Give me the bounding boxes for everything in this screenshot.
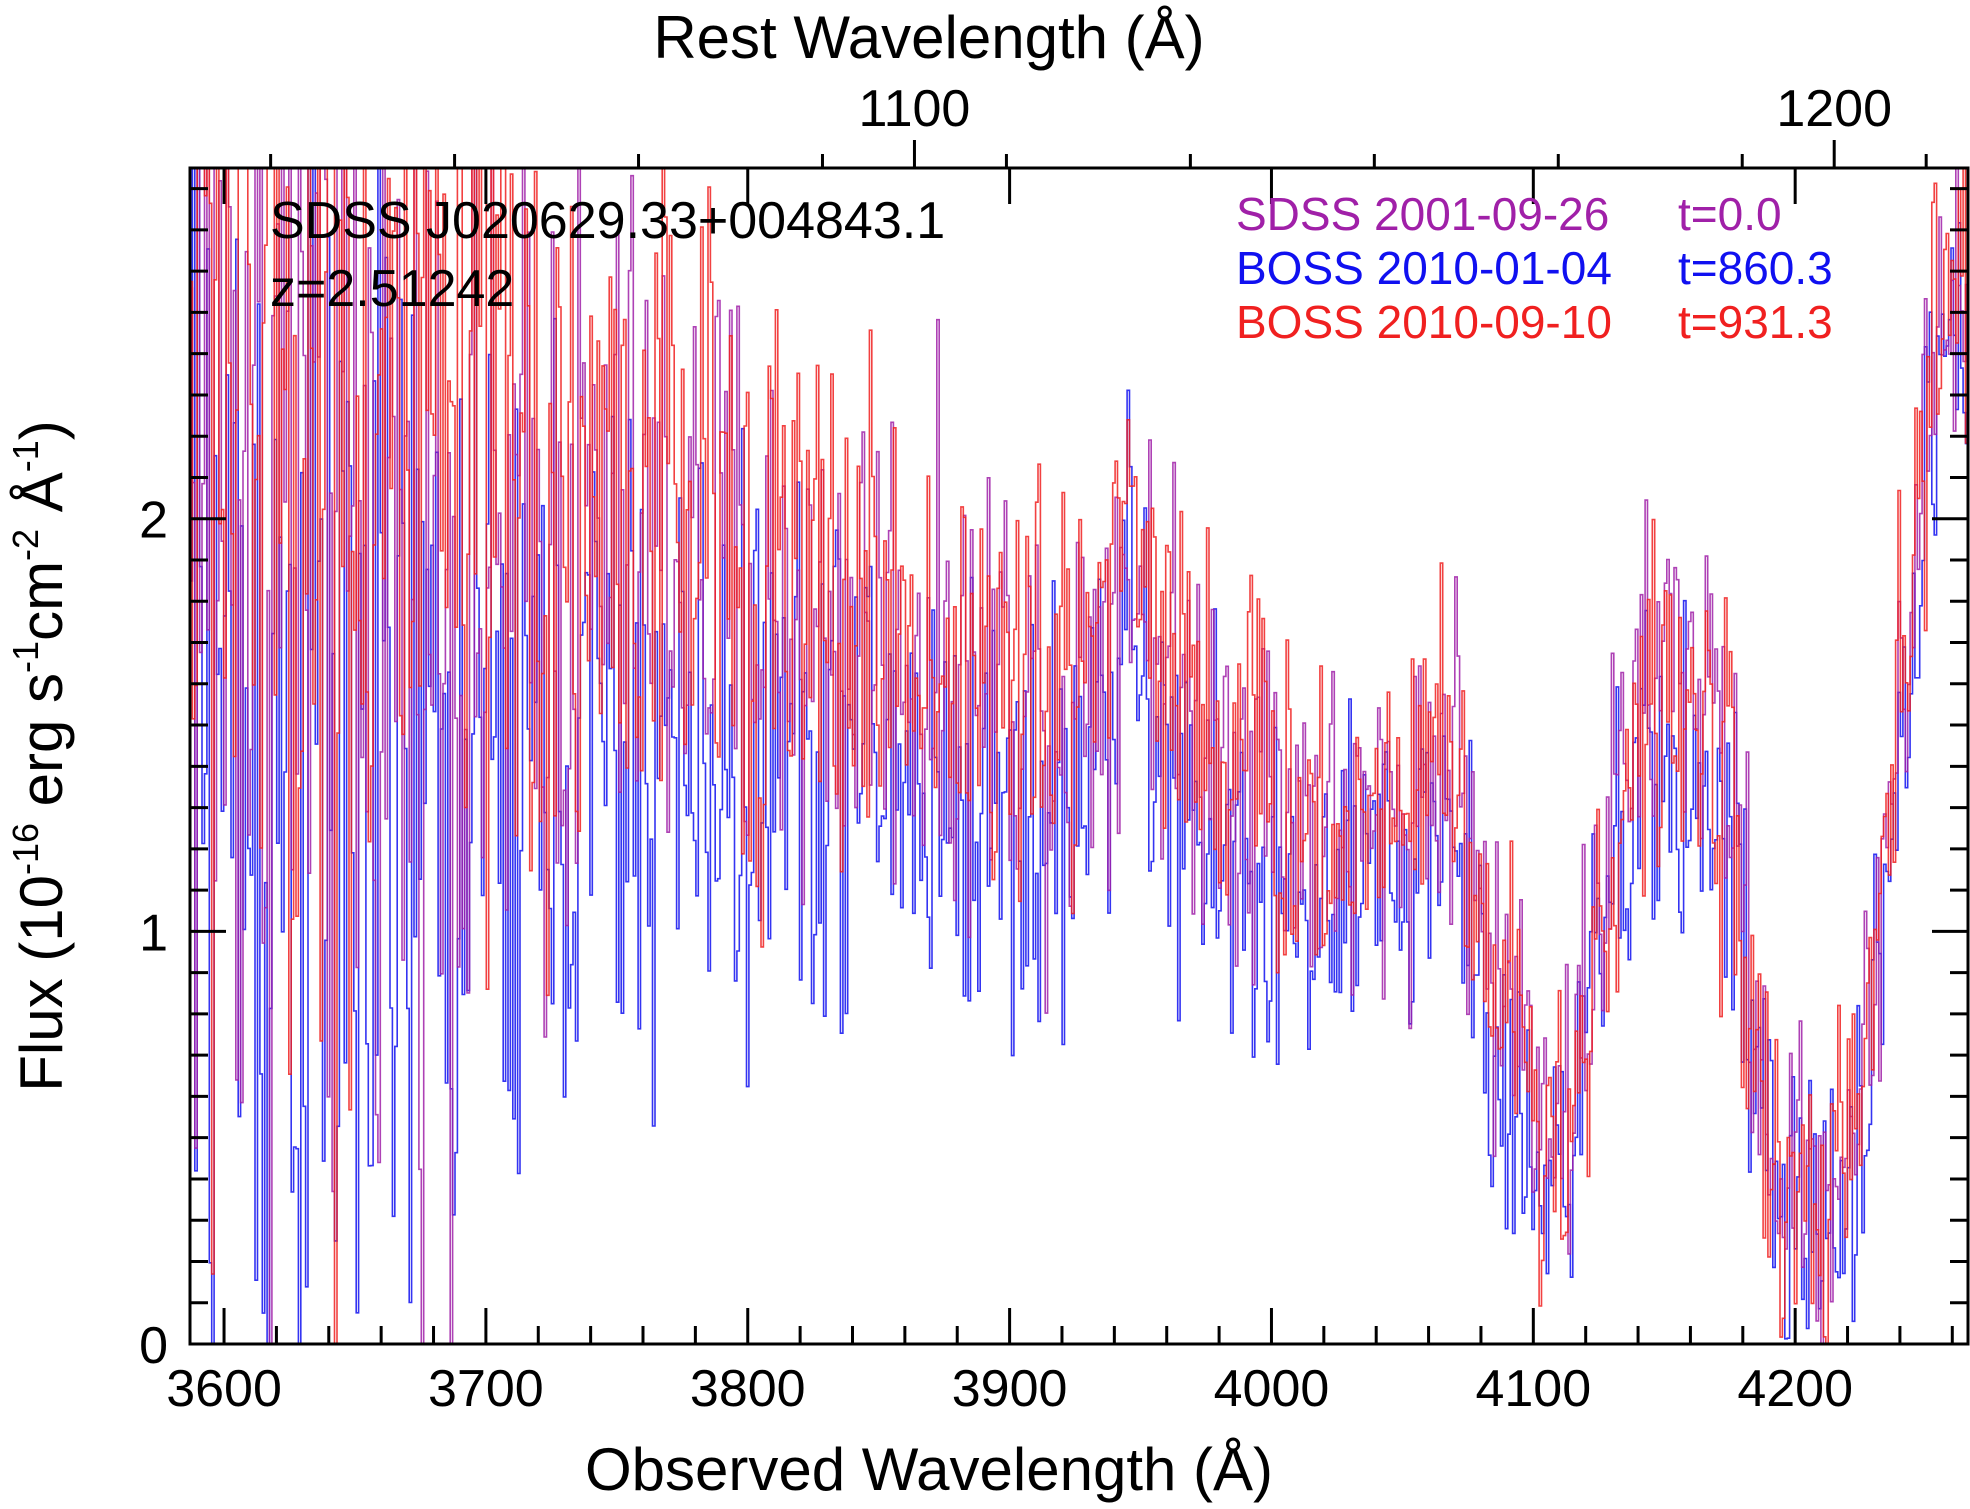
y-axis-title-part: cm: [8, 561, 75, 641]
tick-layer: 3600 3700 3800 3900 4000 4100 4200 0 1 2 1100 1200: [139, 80, 1968, 1418]
y-tick-label: 1: [139, 904, 168, 962]
x-tick-label: 4000: [1214, 1360, 1330, 1418]
legend-series-name: BOSS 2010-09-10: [1236, 296, 1612, 348]
x-tick-label: 3600: [166, 1360, 282, 1418]
x-tick-label: 4100: [1475, 1360, 1591, 1418]
x-tick-label: 4200: [1737, 1360, 1853, 1418]
legend-series-time: t=860.3: [1678, 242, 1833, 294]
top-tick-label: 1100: [859, 80, 971, 138]
legend-series-time: t=931.3: [1678, 296, 1833, 348]
y-axis-title-sup: -2: [5, 529, 46, 561]
object-name-label: SDSS J020629.33+004843.1: [270, 192, 945, 250]
x-tick-label: 3700: [428, 1360, 544, 1418]
y-axis-title-part: ): [8, 420, 75, 440]
y-axis-title-sup: -1: [5, 440, 46, 472]
top-axis-title: Rest Wavelength (Å): [653, 4, 1204, 71]
y-axis-title-sup: -16: [5, 823, 46, 875]
y-axis-title-sup: -1: [5, 641, 46, 673]
plot-frame: [188, 166, 1970, 1346]
y-tick-label: 2: [139, 492, 168, 550]
legend: SDSS 2001-09-26 t=0.0 BOSS 2010-01-04 t=860…: [1236, 188, 1833, 348]
top-tick-label: 1200: [1776, 80, 1892, 138]
legend-series-time: t=0.0: [1678, 188, 1782, 240]
y-tick-label: 0: [139, 1317, 168, 1375]
legend-series-name: BOSS 2010-01-04: [1236, 242, 1612, 294]
y-axis-title-part: Flux (10: [8, 875, 75, 1092]
legend-series-name: SDSS 2001-09-26: [1236, 188, 1609, 240]
x-tick-label: 3800: [690, 1360, 806, 1418]
redshift-label: z=2.51242: [270, 260, 514, 318]
series-line-3: [190, 168, 1968, 1344]
y-axis-title-part: Å: [8, 472, 75, 529]
series-layer: [190, 168, 1968, 1344]
x-tick-label: 3900: [952, 1360, 1068, 1418]
y-axis-title-part: erg s: [8, 673, 75, 823]
x-axis-title: Observed Wavelength (Å): [585, 1436, 1273, 1503]
y-axis-title: Flux (10-16 erg s-1cm-2 Å-1): [5, 420, 75, 1092]
